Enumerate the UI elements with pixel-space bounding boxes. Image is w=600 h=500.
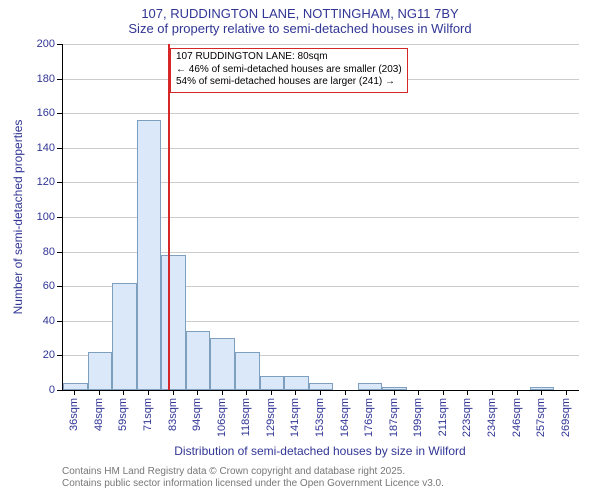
y-tick-label: 60 <box>43 280 55 292</box>
annotation-line: ← 46% of semi-detached houses are smalle… <box>176 64 402 77</box>
histogram-bar <box>161 255 186 390</box>
chart-title-line1: 107, RUDDINGTON LANE, NOTTINGHAM, NG11 7… <box>0 6 600 21</box>
x-tick-label: 141sqm <box>289 398 301 437</box>
histogram-bar <box>88 352 113 390</box>
y-tick-mark <box>57 355 62 356</box>
x-tick-label: 118sqm <box>240 398 252 436</box>
x-tick-mark <box>517 390 518 395</box>
x-tick-label: 36sqm <box>68 398 80 431</box>
annotation-box: 107 RUDDINGTON LANE: 80sqm ← 46% of semi… <box>170 48 408 93</box>
x-tick-mark <box>320 390 321 395</box>
x-tick-label: 257sqm <box>535 398 547 437</box>
x-tick-label: 106sqm <box>216 398 228 437</box>
x-tick-label: 234sqm <box>486 398 498 437</box>
chart-container: 107, RUDDINGTON LANE, NOTTINGHAM, NG11 7… <box>0 0 600 500</box>
x-tick-mark <box>74 390 75 395</box>
histogram-bar <box>112 283 137 390</box>
y-tick-mark <box>57 286 62 287</box>
y-tick-label: 120 <box>37 176 55 188</box>
x-tick-label: 94sqm <box>191 398 203 431</box>
y-tick-label: 40 <box>43 315 55 327</box>
histogram-bar <box>63 383 88 390</box>
x-tick-mark <box>418 390 419 395</box>
x-tick-label: 129sqm <box>265 398 277 437</box>
annotation-line: 54% of semi-detached houses are larger (… <box>176 76 402 89</box>
histogram-bar <box>358 383 383 390</box>
y-tick-mark <box>57 182 62 183</box>
x-tick-label: 211sqm <box>437 398 449 436</box>
x-tick-mark <box>369 390 370 395</box>
x-tick-mark <box>541 390 542 395</box>
x-tick-mark <box>443 390 444 395</box>
x-tick-label: 59sqm <box>117 398 129 431</box>
x-tick-label: 246sqm <box>511 398 523 437</box>
y-tick-label: 200 <box>37 38 55 50</box>
x-tick-label: 153sqm <box>314 398 326 437</box>
chart-title-block: 107, RUDDINGTON LANE, NOTTINGHAM, NG11 7… <box>0 6 600 36</box>
marker-line <box>168 44 170 390</box>
x-tick-label: 187sqm <box>388 398 400 437</box>
x-tick-mark <box>566 390 567 395</box>
x-tick-label: 269sqm <box>560 398 572 437</box>
y-axis-label: Number of semi-detached properties <box>11 120 25 315</box>
y-tick-mark <box>57 217 62 218</box>
chart-title-line2: Size of property relative to semi-detach… <box>0 21 600 36</box>
grid-line <box>63 44 579 45</box>
x-tick-label: 48sqm <box>93 398 105 431</box>
x-tick-mark <box>123 390 124 395</box>
footer-line: Contains public sector information licen… <box>62 478 444 490</box>
y-tick-mark <box>57 252 62 253</box>
annotation-line: 107 RUDDINGTON LANE: 80sqm <box>176 51 402 64</box>
x-tick-mark <box>467 390 468 395</box>
y-tick-label: 0 <box>49 384 55 396</box>
x-tick-label: 83sqm <box>167 398 179 431</box>
grid-line <box>63 113 579 114</box>
histogram-bar <box>284 376 309 390</box>
x-tick-mark <box>173 390 174 395</box>
y-tick-mark <box>57 148 62 149</box>
histogram-bar <box>382 387 407 390</box>
x-tick-label: 199sqm <box>412 398 424 437</box>
x-tick-mark <box>345 390 346 395</box>
footer-line: Contains HM Land Registry data © Crown c… <box>62 466 444 478</box>
y-tick-mark <box>57 44 62 45</box>
x-tick-label: 71sqm <box>142 398 154 431</box>
x-tick-mark <box>271 390 272 395</box>
x-tick-label: 164sqm <box>339 398 351 437</box>
x-axis-label: Distribution of semi-detached houses by … <box>174 444 465 458</box>
histogram-bar <box>186 331 211 390</box>
histogram-bar <box>137 120 162 390</box>
y-tick-mark <box>57 390 62 391</box>
plot-area <box>62 44 579 391</box>
x-tick-mark <box>394 390 395 395</box>
y-tick-mark <box>57 79 62 80</box>
y-tick-label: 140 <box>37 142 55 154</box>
histogram-bar <box>235 352 260 390</box>
y-tick-mark <box>57 113 62 114</box>
histogram-bar <box>260 376 285 390</box>
y-tick-label: 100 <box>37 211 55 223</box>
x-tick-mark <box>246 390 247 395</box>
y-tick-mark <box>57 321 62 322</box>
y-tick-label: 180 <box>37 73 55 85</box>
y-tick-label: 80 <box>43 246 55 258</box>
x-tick-mark <box>295 390 296 395</box>
histogram-bar <box>309 383 334 390</box>
x-tick-mark <box>222 390 223 395</box>
y-tick-label: 160 <box>37 107 55 119</box>
x-tick-mark <box>148 390 149 395</box>
x-tick-mark <box>197 390 198 395</box>
x-tick-label: 176sqm <box>363 398 375 437</box>
footer-attribution: Contains HM Land Registry data © Crown c… <box>62 466 444 490</box>
x-tick-label: 223sqm <box>461 398 473 437</box>
histogram-bar <box>210 338 235 390</box>
y-tick-label: 20 <box>43 349 55 361</box>
x-tick-mark <box>492 390 493 395</box>
x-tick-mark <box>99 390 100 395</box>
